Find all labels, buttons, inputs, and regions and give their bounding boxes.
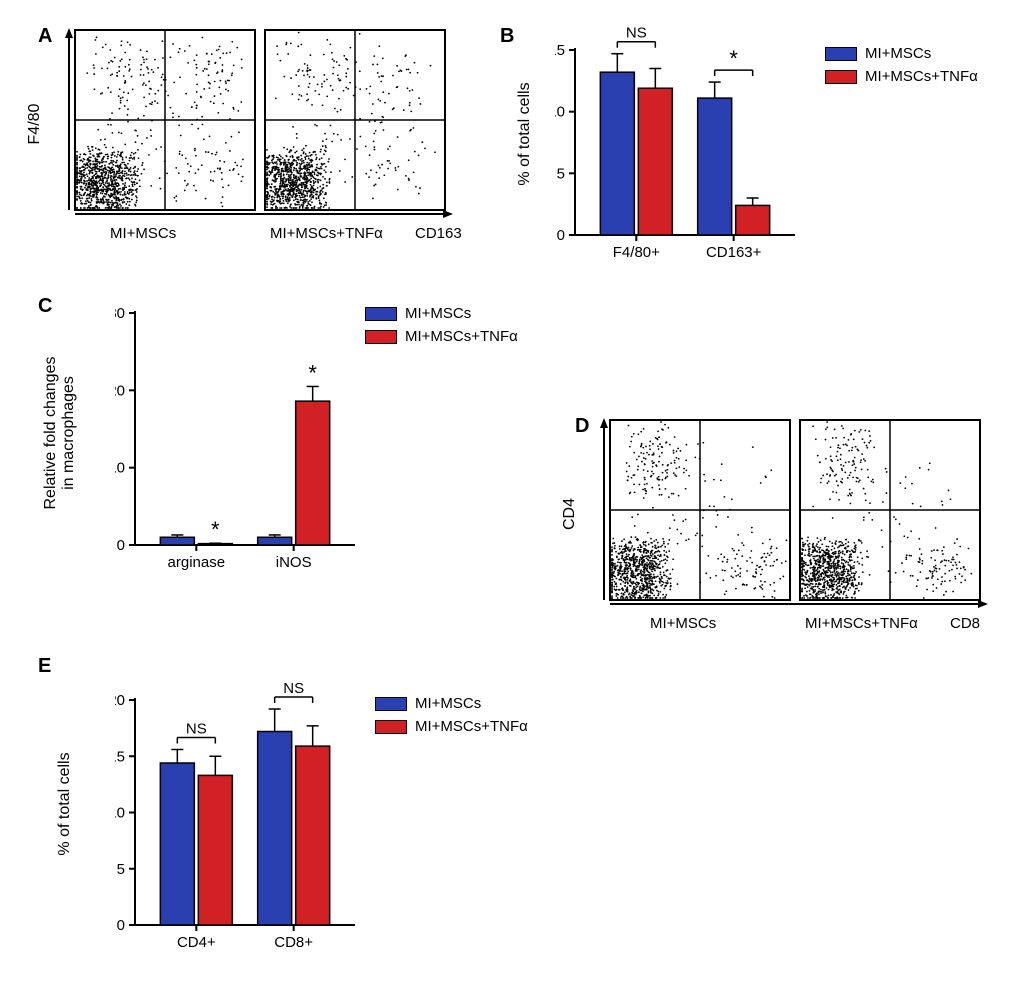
panel-b-yaxis: % of total cells	[516, 64, 534, 204]
panel-d-xaxis: CD8	[950, 615, 980, 632]
figure-root: A F4/80 MI+MSCs MI+MSCs+TNFα CD163 B % o…	[15, 15, 1005, 970]
svg-text:10: 10	[555, 104, 565, 121]
panel-a-xaxis: CD163	[415, 225, 462, 242]
panel-c-yaxis: Relative fold changes in macrophages	[42, 333, 78, 533]
svg-text:20: 20	[115, 382, 125, 399]
legend-swatch-s1	[825, 47, 857, 61]
panel-e-yaxis: % of total cells	[56, 734, 74, 874]
svg-text:5: 5	[117, 861, 125, 878]
panel-e-barchart: 0 5 10 15 20 CD4+ NS CD8+ NS	[115, 655, 365, 955]
legend-label-s1: MI+MSCs	[865, 45, 931, 62]
panel-a-plot2-label: MI+MSCs+TNFα	[270, 225, 383, 242]
panel-a-yaxis: F4/80	[26, 94, 44, 154]
panel-e-legend: MI+MSCs MI+MSCs+TNFα	[375, 695, 528, 741]
svg-text:CD4+: CD4+	[177, 934, 216, 951]
panel-a-scatter	[65, 25, 475, 225]
legend-swatch-s2	[375, 720, 407, 734]
svg-text:NS: NS	[626, 25, 647, 42]
svg-text:CD8+: CD8+	[274, 934, 313, 951]
svg-text:15: 15	[555, 42, 565, 59]
panel-d-label: D	[575, 415, 589, 438]
legend-swatch-s2	[365, 330, 397, 344]
panel-b-legend: MI+MSCs MI+MSCs+TNFα	[825, 45, 978, 91]
panel-c-label: C	[38, 295, 52, 318]
legend-label-s1: MI+MSCs	[405, 305, 471, 322]
svg-text:0: 0	[557, 227, 565, 244]
legend-label-s1: MI+MSCs	[415, 695, 481, 712]
panel-a-label: A	[38, 25, 52, 48]
svg-text:30: 30	[115, 305, 125, 322]
legend-label-s2: MI+MSCs+TNFα	[405, 328, 518, 345]
svg-text:*: *	[729, 46, 738, 71]
panel-d-plot1-label: MI+MSCs	[650, 615, 716, 632]
svg-text:F4/80+: F4/80+	[613, 244, 660, 261]
legend-label-s2: MI+MSCs+TNFα	[415, 718, 528, 735]
panel-a-plot1-label: MI+MSCs	[110, 225, 176, 242]
svg-text:10: 10	[115, 805, 125, 822]
panel-e-label: E	[38, 655, 51, 678]
svg-text:20: 20	[115, 692, 125, 709]
svg-text:arginase: arginase	[168, 554, 226, 571]
panel-d-yaxis: CD4	[561, 489, 579, 539]
svg-text:10: 10	[115, 460, 125, 477]
svg-text:NS: NS	[186, 721, 207, 738]
svg-text:15: 15	[115, 748, 125, 765]
legend-swatch-s1	[365, 307, 397, 321]
svg-text:CD163+: CD163+	[706, 244, 762, 261]
panel-b-barchart: 0 5 10 15 F4/80+ NS CD163+ *	[555, 20, 805, 265]
svg-text:0: 0	[117, 537, 125, 554]
svg-text:5: 5	[557, 165, 565, 182]
svg-text:iNOS: iNOS	[276, 554, 312, 571]
svg-text:0: 0	[117, 917, 125, 934]
panel-d-scatter	[600, 415, 1000, 615]
panel-c-barchart: 0 10 20 30 arginase * iNOS *	[115, 295, 365, 575]
legend-label-s2: MI+MSCs+TNFα	[865, 68, 978, 85]
svg-text:*: *	[308, 360, 317, 385]
panel-d-plot2-label: MI+MSCs+TNFα	[805, 615, 918, 632]
svg-text:*: *	[211, 517, 220, 542]
svg-text:NS: NS	[283, 680, 304, 697]
panel-b-label: B	[500, 25, 514, 48]
legend-swatch-s2	[825, 70, 857, 84]
panel-c-legend: MI+MSCs MI+MSCs+TNFα	[365, 305, 518, 351]
legend-swatch-s1	[375, 697, 407, 711]
